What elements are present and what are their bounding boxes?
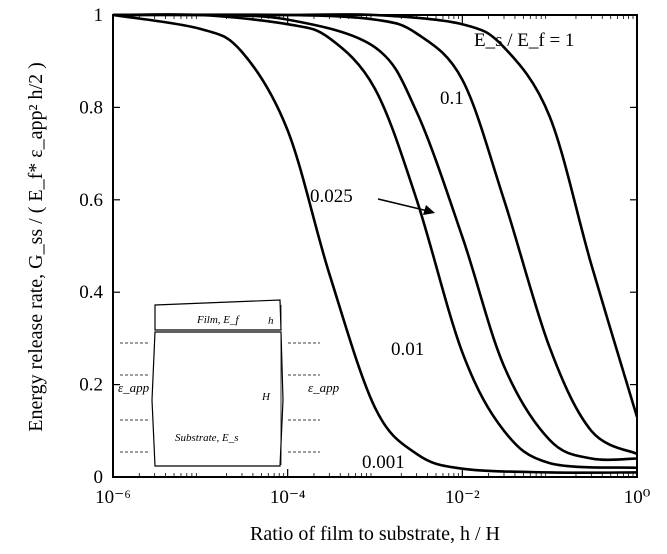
- x-tick-label: 10⁻⁶: [95, 487, 131, 508]
- inset-schematic: Film, E_f h H Substrate, E_s ε_app ε_app: [118, 299, 340, 467]
- y-tick-label: 0.2: [79, 375, 103, 396]
- y-tick-label: 0.4: [79, 282, 103, 303]
- y-axis-label: Energy release rate, G_ss / ( E_f* ε_app…: [25, 62, 47, 431]
- legend-title: E_s / E_f = 1: [474, 30, 574, 51]
- curve-label-0.025: 0.025: [310, 186, 353, 207]
- x-axis-label: Ratio of film to substrate, h / H: [250, 523, 500, 545]
- inset-substrate-label: Substrate, E_s: [175, 432, 239, 444]
- y-tick-label: 1: [94, 5, 104, 26]
- plot-frame: [112, 14, 638, 478]
- curve-label-0.01: 0.01: [391, 339, 424, 360]
- inset-substrate: [151, 331, 284, 467]
- axis-ticks: 0 0.2 0.4 0.6 0.8 1 10⁻⁶ 10⁻⁴ 10⁻² 10⁰: [79, 5, 650, 508]
- annotation-arrow: [377, 198, 429, 212]
- inset-strain-right: ε_app: [308, 380, 340, 395]
- inset-h-label: h: [268, 315, 274, 327]
- x-tick-label: 10⁻²: [445, 487, 480, 508]
- x-tick-label: 10⁰: [624, 487, 651, 508]
- curve-label-0.1: 0.1: [440, 88, 464, 109]
- inset-strain-left: ε_app: [118, 380, 150, 395]
- inset-H-label: H: [261, 391, 271, 403]
- x-tick-label: 10⁻⁴: [270, 487, 306, 508]
- y-tick-label: 0.8: [79, 97, 103, 118]
- curve-label-0.001: 0.001: [362, 452, 405, 473]
- inset-film-label: Film, E_f: [196, 314, 240, 326]
- annotation-arrowhead: [423, 205, 435, 215]
- y-tick-label: 0.6: [79, 190, 103, 211]
- y-tick-label: 0: [94, 467, 104, 488]
- curve-0.01: [112, 13, 638, 470]
- curve-0.001: [112, 13, 638, 474]
